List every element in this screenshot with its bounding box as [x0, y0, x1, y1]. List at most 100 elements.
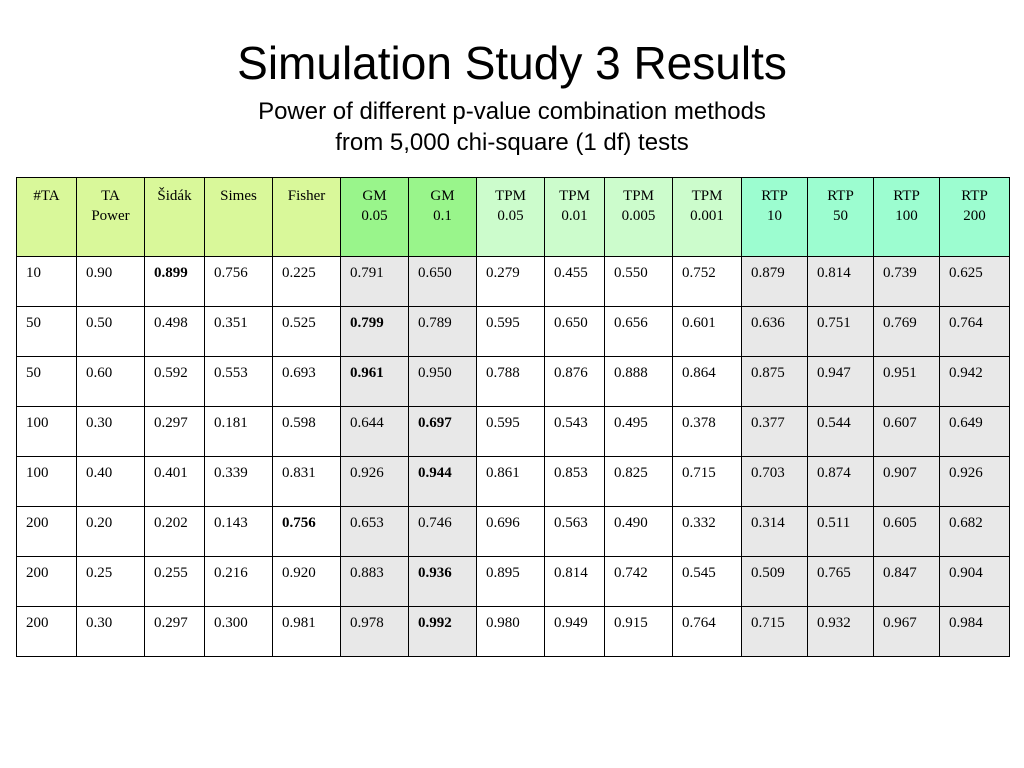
table-cell: 0.378 — [672, 406, 742, 457]
table-cell: 0.653 — [340, 506, 409, 557]
table-cell: 0.895 — [476, 556, 545, 607]
column-header: #TA — [16, 177, 77, 257]
table-header: #TA TA Power Šidák Simes Fisher GM 0.05 GM 0.1 TPM… — [16, 177, 1010, 257]
table-cell: 0.942 — [939, 356, 1010, 407]
table-cell: 0.947 — [807, 356, 874, 407]
column-header-text: TPM — [691, 188, 723, 204]
table-cell: 0.756 — [204, 256, 273, 307]
table-cell: 0.831 — [272, 456, 341, 507]
table-cell: 0.607 — [873, 406, 940, 457]
table-cell: 0.876 — [544, 356, 605, 407]
table-cell: 0.904 — [939, 556, 1010, 607]
table-cell: 0.879 — [741, 256, 808, 307]
table-cell: 0.788 — [476, 356, 545, 407]
column-header-text: 200 — [963, 208, 986, 224]
column-header: RTP 50 — [807, 177, 874, 257]
column-header: Šidák — [144, 177, 205, 257]
table-cell: 0.978 — [340, 606, 409, 657]
table-cell: 0.339 — [204, 456, 273, 507]
table-cell: 0.314 — [741, 506, 808, 557]
table-cell: 0.926 — [340, 456, 409, 507]
table-cell: 0.455 — [544, 256, 605, 307]
table-cell: 0.181 — [204, 406, 273, 457]
column-header-text: GM — [430, 188, 455, 204]
table-cell: 0.751 — [807, 306, 874, 357]
table-cell: 0.351 — [204, 306, 273, 357]
table-cell: 0.847 — [873, 556, 940, 607]
table-cell: 200 — [16, 556, 77, 607]
table-cell: 0.90 — [76, 256, 145, 307]
column-header: TPM 0.05 — [476, 177, 545, 257]
table-cell: 0.920 — [272, 556, 341, 607]
table-cell: 0.814 — [544, 556, 605, 607]
table-cell: 0.545 — [672, 556, 742, 607]
table-cell: 0.980 — [476, 606, 545, 657]
slide-title: Simulation Study 3 Results — [237, 37, 787, 89]
table-cell: 0.799 — [340, 306, 409, 357]
column-header-text: 0.05 — [497, 208, 524, 224]
table-cell: 0.636 — [741, 306, 808, 357]
table-cell: 0.769 — [873, 306, 940, 357]
table-cell: 0.401 — [144, 456, 205, 507]
table-cell: 0.495 — [604, 406, 673, 457]
table-cell: 0.697 — [408, 406, 477, 457]
table-cell: 0.907 — [873, 456, 940, 507]
table-cell: 0.605 — [873, 506, 940, 557]
table-cell: 0.143 — [204, 506, 273, 557]
column-header-text: RTP — [961, 188, 988, 204]
table-cell: 50 — [16, 306, 77, 357]
table-cell: 0.625 — [939, 256, 1010, 307]
table-cell: 0.595 — [476, 406, 545, 457]
table-cell: 0.791 — [340, 256, 409, 307]
table-row: 10 0.90 0.899 0.756 0.225 0.791 0.650 0.279 0.45… — [16, 256, 1010, 307]
table-cell: 200 — [16, 506, 77, 557]
table-cell: 0.40 — [76, 456, 145, 507]
column-header-text: RTP — [893, 188, 920, 204]
table-cell: 0.656 — [604, 306, 673, 357]
table-row: 200 0.20 0.202 0.143 0.756 0.653 0.746 0.696 0.5… — [16, 506, 1010, 557]
table-body: 10 0.90 0.899 0.756 0.225 0.791 0.650 0.279 0.45… — [16, 256, 1010, 657]
table-cell: 0.926 — [939, 456, 1010, 507]
table-cell: 0.756 — [272, 506, 341, 557]
table-cell: 0.883 — [340, 556, 409, 607]
column-header-text: 0.1 — [433, 208, 452, 224]
slide-subtitle: Power of different p-value combination m… — [0, 96, 1024, 158]
table-cell: 0.789 — [408, 306, 477, 357]
table-cell: 50 — [16, 356, 77, 407]
table-cell: 0.279 — [476, 256, 545, 307]
table-row: 200 0.30 0.297 0.300 0.981 0.978 0.992 0.980 0.9… — [16, 606, 1010, 657]
table-cell: 0.553 — [204, 356, 273, 407]
table-cell: 0.715 — [672, 456, 742, 507]
table-cell: 0.696 — [476, 506, 545, 557]
column-header-text: Šidák — [157, 188, 192, 204]
table-cell: 0.601 — [672, 306, 742, 357]
column-header-text: 0.001 — [690, 208, 724, 224]
table-cell: 0.563 — [544, 506, 605, 557]
column-header-text: Power — [91, 208, 130, 224]
table-cell: 0.20 — [76, 506, 145, 557]
table-row: 50 0.60 0.592 0.553 0.693 0.961 0.950 0.788 0.87… — [16, 356, 1010, 407]
table-cell: 0.888 — [604, 356, 673, 407]
column-header: RTP 100 — [873, 177, 940, 257]
header-row: #TA TA Power Šidák Simes Fisher GM 0.05 GM 0.1 TPM… — [16, 177, 1010, 257]
table-cell: 0.861 — [476, 456, 545, 507]
column-header-text: Simes — [220, 188, 257, 204]
table-cell: 100 — [16, 456, 77, 507]
table-cell: 0.764 — [939, 306, 1010, 357]
table-cell: 0.874 — [807, 456, 874, 507]
table-cell: 100 — [16, 406, 77, 457]
column-header-text: TPM — [623, 188, 654, 204]
column-header-text: TPM — [495, 188, 526, 204]
table-cell: 0.543 — [544, 406, 605, 457]
column-header-text: RTP — [827, 188, 854, 204]
table-cell: 0.752 — [672, 256, 742, 307]
table-cell: 0.297 — [144, 606, 205, 657]
table-cell: 0.511 — [807, 506, 874, 557]
table-cell: 0.644 — [340, 406, 409, 457]
table-row: 200 0.25 0.255 0.216 0.920 0.883 0.936 0.895 0.8… — [16, 556, 1010, 607]
table-cell: 0.25 — [76, 556, 145, 607]
table-cell: 0.598 — [272, 406, 341, 457]
table-cell: 0.984 — [939, 606, 1010, 657]
column-header: TPM 0.005 — [604, 177, 673, 257]
table-cell: 0.950 — [408, 356, 477, 407]
